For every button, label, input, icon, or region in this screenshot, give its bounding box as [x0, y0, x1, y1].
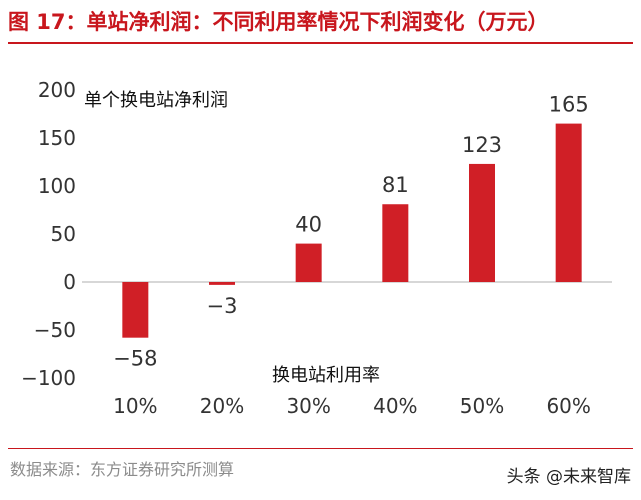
x-tick-label: 10% [113, 394, 157, 418]
bar [382, 204, 409, 282]
bar [209, 282, 235, 285]
bar [295, 243, 322, 282]
bar [469, 163, 495, 282]
x-tick-label: 20% [200, 394, 244, 418]
x-tick-label: 60% [546, 394, 590, 418]
y-tick-label: 0 [63, 270, 76, 294]
y-tick-label: 200 [38, 78, 76, 102]
bar [555, 123, 582, 282]
source-note: 数据来源：东方证券研究所测算 [10, 460, 235, 479]
y-axis-title: 单个换电站净利润 [84, 90, 228, 111]
x-tick-label: 30% [286, 394, 330, 418]
value-labels: −58 −3 40 81 123 165 [113, 93, 589, 371]
x-axis-ticks: 10% 20% 30% 40% 50% 60% [113, 394, 591, 418]
y-tick-label: −50 [34, 318, 76, 342]
y-tick-label: 150 [38, 126, 76, 150]
title-underline [8, 42, 633, 44]
bar-value-label: 40 [295, 213, 322, 237]
bar-series [122, 123, 582, 338]
x-axis-title: 换电站利用率 [272, 365, 380, 386]
bar-value-label: 81 [382, 173, 409, 197]
bar-chart: 200 150 100 50 0 −50 −100 −58 −3 40 81 123 165 10% 2… [21, 78, 612, 418]
bar-value-label: 123 [462, 133, 502, 157]
y-tick-label: −100 [21, 366, 76, 390]
x-tick-label: 50% [460, 394, 504, 418]
bar-value-label: −3 [207, 294, 238, 318]
y-tick-label: 100 [38, 174, 76, 198]
y-axis-ticks: 200 150 100 50 0 −50 −100 [21, 78, 76, 390]
x-tick-label: 40% [373, 394, 417, 418]
y-tick-label: 50 [51, 222, 76, 246]
figure-title: 图 17：单站净利润：不同利用率情况下利润变化（万元） [8, 10, 549, 34]
bar [122, 282, 149, 338]
bar-value-label: −58 [113, 347, 157, 371]
bar-value-label: 165 [549, 93, 589, 117]
footer-rule [8, 448, 633, 449]
watermark: 头条 @未来智库 [506, 467, 631, 487]
